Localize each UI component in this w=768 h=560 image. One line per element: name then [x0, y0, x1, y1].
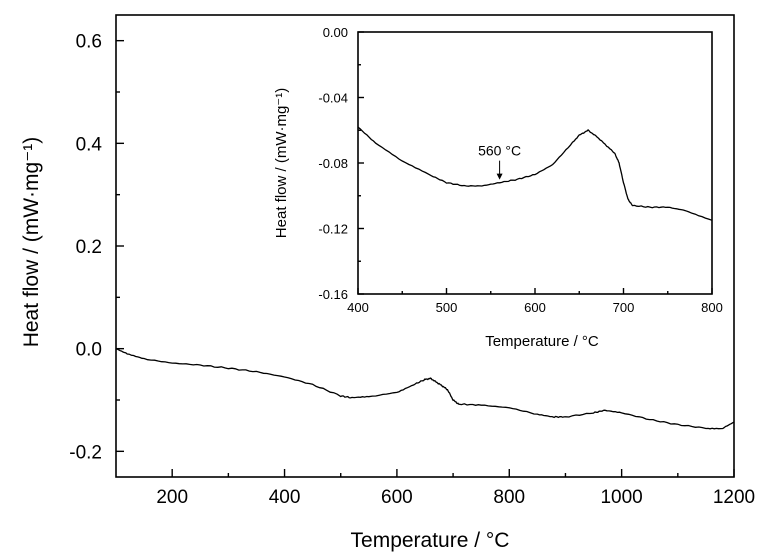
inset-x-tick-label: 500	[436, 300, 458, 315]
inset-ticks	[357, 31, 713, 295]
inset-tick-labels: 400 500 600 700 800 0.00 -0.04 -0.08 -0.12 -0.16	[318, 25, 722, 315]
main-x-tick-label: 800	[493, 487, 525, 508]
annotation-560c: 560 °C	[478, 143, 521, 159]
main-x-tick-label: 400	[269, 487, 301, 508]
inset-x-tick-label: 400	[347, 300, 369, 315]
main-y-axis-label: Heat flow / (mW·mg⁻¹)	[20, 137, 43, 348]
main-y-tick-label: 0.4	[76, 134, 103, 155]
inset-y-tick-label: -0.16	[318, 287, 348, 302]
main-x-axis-label: Temperature / °C	[351, 529, 510, 552]
main-y-tick-label: 0.2	[76, 237, 102, 258]
inset-x-tick-label: 600	[524, 300, 546, 315]
inset-plot-frame	[357, 31, 713, 295]
main-series-line	[115, 348, 735, 430]
main-x-tick-label: 1000	[600, 487, 642, 508]
main-y-tick-label: 0.0	[76, 340, 102, 361]
inset-x-axis-label: Temperature / °C	[485, 333, 599, 350]
main-tick-labels: 200 400 600 800 1000 1200 -0.2 0.0 0.2 0.4 0.6	[69, 32, 755, 508]
annotation-arrowhead	[496, 173, 503, 180]
main-x-tick-label: 200	[156, 487, 188, 508]
inset-y-tick-label: -0.08	[318, 156, 348, 171]
main-ticks	[116, 39, 735, 477]
main-y-tick-label: 0.6	[76, 32, 102, 53]
inset-series-line	[357, 126, 713, 221]
main-x-tick-label: 600	[381, 487, 413, 508]
main-y-tick-label: -0.2	[69, 442, 102, 463]
main-x-tick-label: 1200	[713, 487, 755, 508]
inset-x-tick-label: 800	[701, 300, 723, 315]
inset-y-axis-label: Heat flow / (mW·mg⁻¹)	[273, 88, 290, 238]
inset-y-tick-label: -0.04	[318, 91, 348, 106]
inset-x-tick-label: 700	[613, 300, 635, 315]
main-plot-frame	[115, 14, 735, 478]
inset-y-tick-label: -0.12	[318, 222, 348, 237]
inset-y-tick-label: 0.00	[323, 25, 348, 40]
